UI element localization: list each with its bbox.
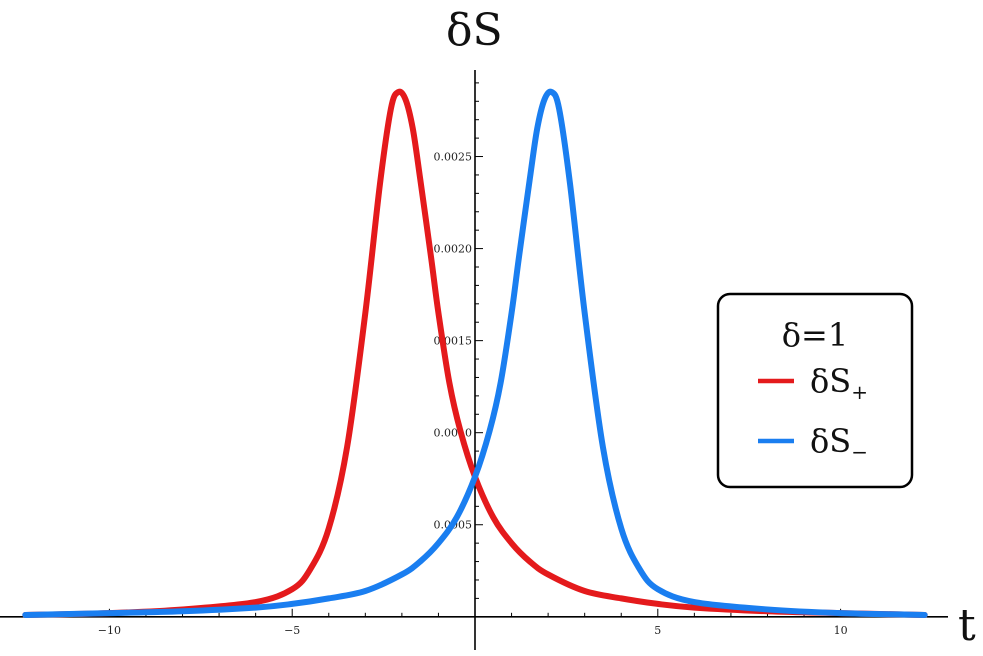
x-tick-label: −5 [284, 624, 300, 637]
legend-title: δ=1 [782, 316, 848, 354]
legend-label-minus-main: δS [810, 422, 851, 460]
series-delta-s-minus-line [22, 88, 928, 618]
y-tick-label: 0.0020 [434, 243, 473, 256]
legend-label-plus: δS+ [810, 362, 868, 404]
y-minor-ticks [475, 82, 483, 599]
legend-label-plus-main: δS [810, 362, 851, 400]
legend: δ=1 δS+ δS− [716, 292, 914, 489]
y-tick-label: 0.0025 [434, 151, 473, 164]
x-tick-label: −10 [98, 624, 121, 637]
x-tick-label: 10 [834, 624, 848, 637]
y-axis-title: δS [446, 5, 503, 56]
y-tick-label: 0.0010 [434, 427, 473, 440]
legend-label-plus-sub: + [851, 380, 868, 404]
x-tick-label: 5 [654, 624, 661, 637]
x-axis-title: t [958, 600, 976, 651]
legend-label-minus: δS− [810, 422, 868, 464]
series-delta-s-plus-line [22, 88, 928, 618]
legend-label-minus-sub: − [851, 440, 868, 464]
x-ticks: −10 −5 5 10 [98, 624, 848, 637]
series-layer [22, 88, 928, 618]
